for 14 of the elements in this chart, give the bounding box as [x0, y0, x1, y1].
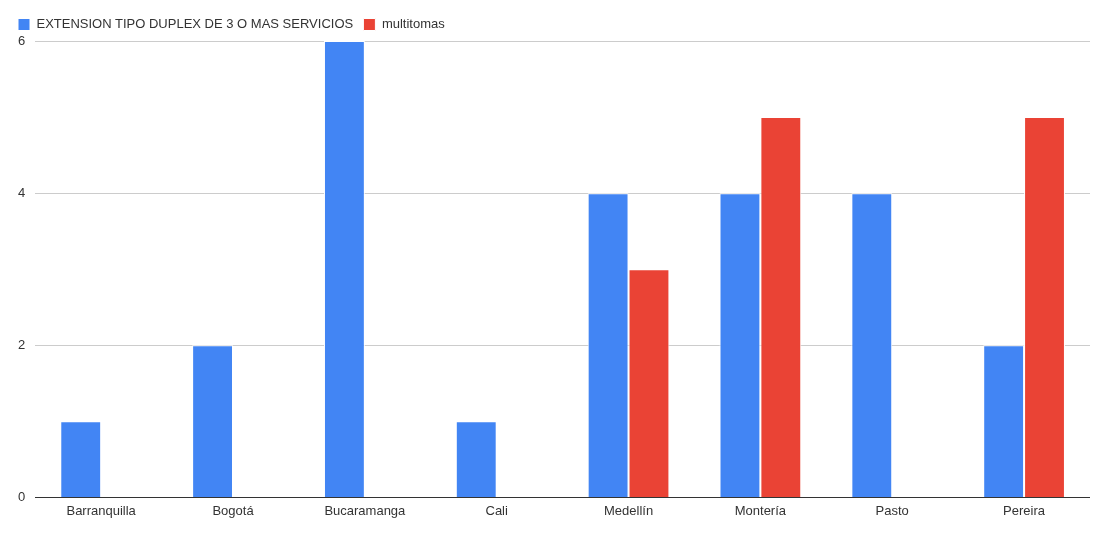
x-tick-label: Montería: [734, 502, 787, 518]
x-tick-label: Pereira: [1003, 502, 1046, 518]
x-tick-label: Cali: [485, 502, 508, 518]
y-tick-label: 4: [18, 184, 26, 200]
legend-label: EXTENSION TIPO DUPLEX DE 3 O MAS SERVICIOS: [36, 16, 354, 32]
y-tick-label: 6: [18, 32, 26, 48]
y-tick-label: 0: [18, 488, 26, 504]
x-tick-label: Barranquilla: [66, 502, 137, 518]
y-tick-label: 2: [18, 336, 26, 352]
legend-label: multitomas: [381, 16, 446, 32]
x-tick-label: Medellín: [603, 502, 654, 518]
x-tick-label: Pasto: [875, 502, 909, 518]
x-tick-label: Bucaramanga: [324, 502, 407, 518]
x-tick-label: Bogotá: [212, 502, 255, 518]
